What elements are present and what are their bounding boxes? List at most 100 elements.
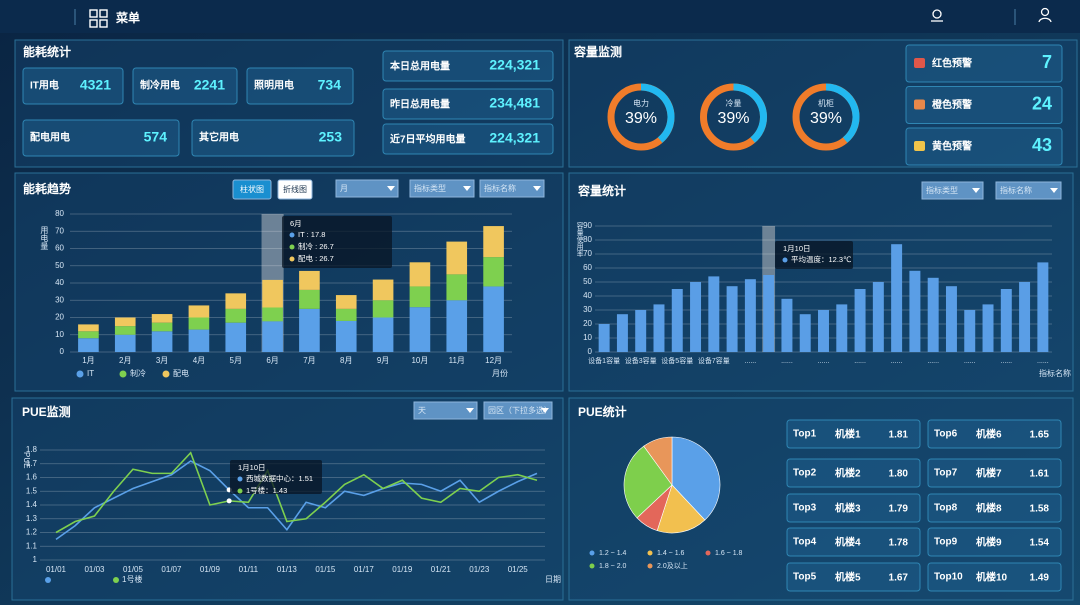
bar <box>653 304 665 352</box>
rank-name: 机楼9 <box>976 536 1002 549</box>
bar-segment <box>188 305 210 318</box>
toggle-button[interactable] <box>232 179 272 200</box>
x-tick-label: ...... <box>1000 358 1012 365</box>
bar <box>708 276 720 352</box>
total-card <box>382 88 554 120</box>
rank-value: 1.78 <box>889 538 909 549</box>
toggle-button[interactable] <box>277 179 313 200</box>
dropdown[interactable] <box>483 401 553 420</box>
alert-value: 7 <box>1042 52 1052 72</box>
rank: Top5 <box>793 572 817 583</box>
x-tick-label: ...... <box>818 358 830 365</box>
tooltip <box>282 216 392 268</box>
x-tick-label: 4月 <box>193 356 205 365</box>
legend-label: IT <box>87 369 94 378</box>
total-value: 224,321 <box>489 130 540 146</box>
tooltip-line: 制冷 : 26.7 <box>298 241 334 251</box>
x-tick-label: 01/15 <box>315 565 336 574</box>
bar-segment <box>335 320 357 352</box>
bar <box>891 244 903 352</box>
alert-label: 橙色预警 <box>932 98 972 111</box>
dropdown[interactable] <box>409 179 475 198</box>
dropdown-label[interactable]: 指标类型 <box>926 185 958 195</box>
dropdown[interactable] <box>479 179 545 198</box>
x-tick-label: 5月 <box>230 356 242 365</box>
alert-value: 43 <box>1032 135 1052 155</box>
dropdown[interactable] <box>335 179 399 198</box>
y-tick-label: 40 <box>55 278 64 287</box>
y-tick-label: 30 <box>55 295 64 304</box>
dropdown-label[interactable]: 天 <box>418 406 426 415</box>
bar-segment <box>299 270 320 290</box>
total-label: 近7日平均用电量 <box>390 133 466 146</box>
bar-segment <box>225 322 247 352</box>
bar-segment <box>483 226 504 258</box>
menu-icon[interactable] <box>89 9 108 28</box>
bar <box>781 298 793 352</box>
rank-card <box>786 527 921 557</box>
rank-value: 1.67 <box>889 573 909 584</box>
gauge-value: 39% <box>717 110 749 127</box>
bar-segment <box>262 279 283 308</box>
dropdown-label[interactable]: 月 <box>340 184 348 193</box>
rank-name: 机楼3 <box>835 502 861 515</box>
rank-name: 机楼4 <box>835 536 861 549</box>
bar-segment <box>372 317 394 352</box>
bar <box>982 304 994 352</box>
dropdown[interactable] <box>995 181 1062 200</box>
bar-segment <box>262 307 283 322</box>
y-tick-label: 10 <box>55 330 64 339</box>
bar <box>945 286 957 352</box>
y-axis-label: 用电量 <box>40 226 49 250</box>
rank-value: 1.65 <box>1030 430 1050 441</box>
legend-dot <box>162 370 170 378</box>
dropdown-arrow <box>972 188 980 193</box>
rank-value: 1.79 <box>889 504 909 515</box>
panel <box>568 172 1074 392</box>
gauge-title: 电力 <box>633 98 649 108</box>
toggle-label[interactable]: 折线图 <box>283 184 307 194</box>
total-label: 昨日总用电量 <box>390 98 450 111</box>
dropdown-label[interactable]: 指标类型 <box>414 183 446 193</box>
rank-name: 机楼8 <box>976 502 1002 515</box>
y-tick-label: 1.1 <box>26 541 38 550</box>
bar <box>1000 289 1012 352</box>
dropdown[interactable] <box>921 181 984 200</box>
y-tick-label: 50 <box>583 277 592 286</box>
dropdown-label[interactable]: 指标名称 <box>1000 185 1032 195</box>
bar-segment <box>446 241 468 275</box>
stat-label: 照明用电 <box>254 79 294 92</box>
bar <box>1019 282 1031 352</box>
stat-card <box>22 67 124 105</box>
y-tick-label: 30 <box>583 305 592 314</box>
x-tick-label: 6月 <box>266 356 278 365</box>
legend-dot <box>647 550 653 556</box>
stat-value: 253 <box>319 129 343 145</box>
rank: Top1 <box>793 429 817 440</box>
y-tick-label: 80 <box>55 209 64 218</box>
alert-card <box>905 44 1063 83</box>
panel-title: 能耗统计 <box>23 44 71 59</box>
y-tick-label: 1.6 <box>26 473 38 482</box>
pie-slice <box>643 436 673 486</box>
bar <box>616 314 628 352</box>
user-icon[interactable] <box>1038 7 1052 23</box>
toggle-label[interactable]: 柱状图 <box>240 184 264 194</box>
rank-card <box>786 493 921 523</box>
bar-segment <box>188 317 210 330</box>
dropdown-label[interactable]: 园区（下拉多选） <box>488 405 552 415</box>
gauge-title: 机柜 <box>818 98 834 108</box>
legend-dot <box>119 370 127 378</box>
gauge-arc <box>733 83 767 143</box>
dropdown-label[interactable]: 指标名称 <box>484 183 516 193</box>
dropdown[interactable] <box>413 401 478 420</box>
stat-value: 4321 <box>80 77 111 93</box>
location-icon[interactable] <box>931 9 943 22</box>
stat-label: 制冷用电 <box>140 79 180 92</box>
tooltip-line: IT : 17.8 <box>298 230 325 239</box>
legend-label: 1.2 ~ 1.4 <box>599 550 627 557</box>
gauge-arc <box>640 83 675 143</box>
menu-label[interactable]: 菜单 <box>115 10 140 25</box>
x-tick-label: ...... <box>781 358 793 365</box>
